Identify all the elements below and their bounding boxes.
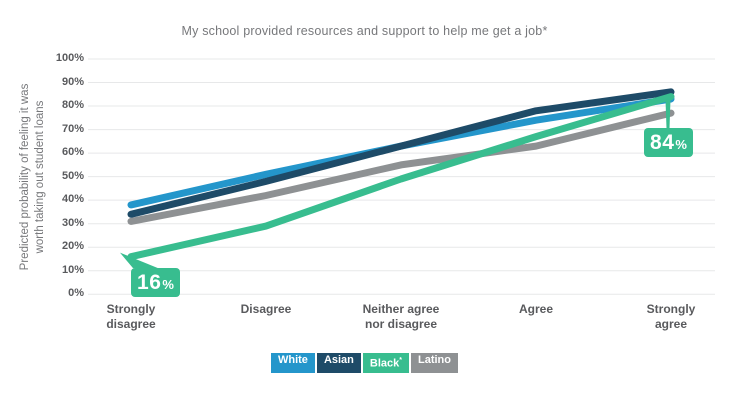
x-category-label: Disagree [240, 302, 292, 316]
y-tick-label: 10% [61, 263, 84, 276]
data-label-84pct: 84% [644, 128, 693, 158]
x-category-label: Strongly agree [646, 302, 696, 331]
x-category-label: Strongly disagree [106, 302, 156, 331]
y-tick-label: 30% [61, 216, 84, 229]
series-line-black [127, 93, 675, 261]
data-label-16pct: 16% [131, 268, 180, 298]
callout-stem [665, 99, 671, 129]
y-tick-label: 20% [61, 240, 84, 253]
series-lines [127, 88, 675, 261]
chart-title: My school provided resources and support… [181, 24, 548, 38]
y-tick-label: 50% [61, 169, 84, 182]
y-tick-label: 100% [55, 52, 84, 64]
y-tick-label: 80% [61, 99, 84, 112]
x-category-label: Neither agree nor disagree [362, 302, 440, 331]
y-tick-label: 40% [61, 193, 84, 206]
y-tick-label: 90% [61, 75, 84, 88]
series-line-latino [127, 109, 675, 225]
y-tick-label: 70% [61, 122, 84, 135]
legend-item-black: Black* [362, 353, 409, 373]
y-tick-label: 60% [61, 146, 84, 159]
gridlines [88, 58, 715, 295]
callout-pointer [120, 252, 158, 269]
x-category-label: Agree [518, 302, 553, 316]
series-line-white [127, 95, 675, 209]
legend-item-white: White [270, 353, 315, 373]
legend-item-latino: Latino [411, 353, 458, 373]
legend: White Asian Black* Latino [0, 353, 729, 373]
series-line-asian [127, 88, 675, 218]
y-tick-label: 0% [68, 287, 84, 300]
annotation-callout-shapes [120, 99, 671, 269]
legend-item-asian: Asian [316, 353, 361, 373]
